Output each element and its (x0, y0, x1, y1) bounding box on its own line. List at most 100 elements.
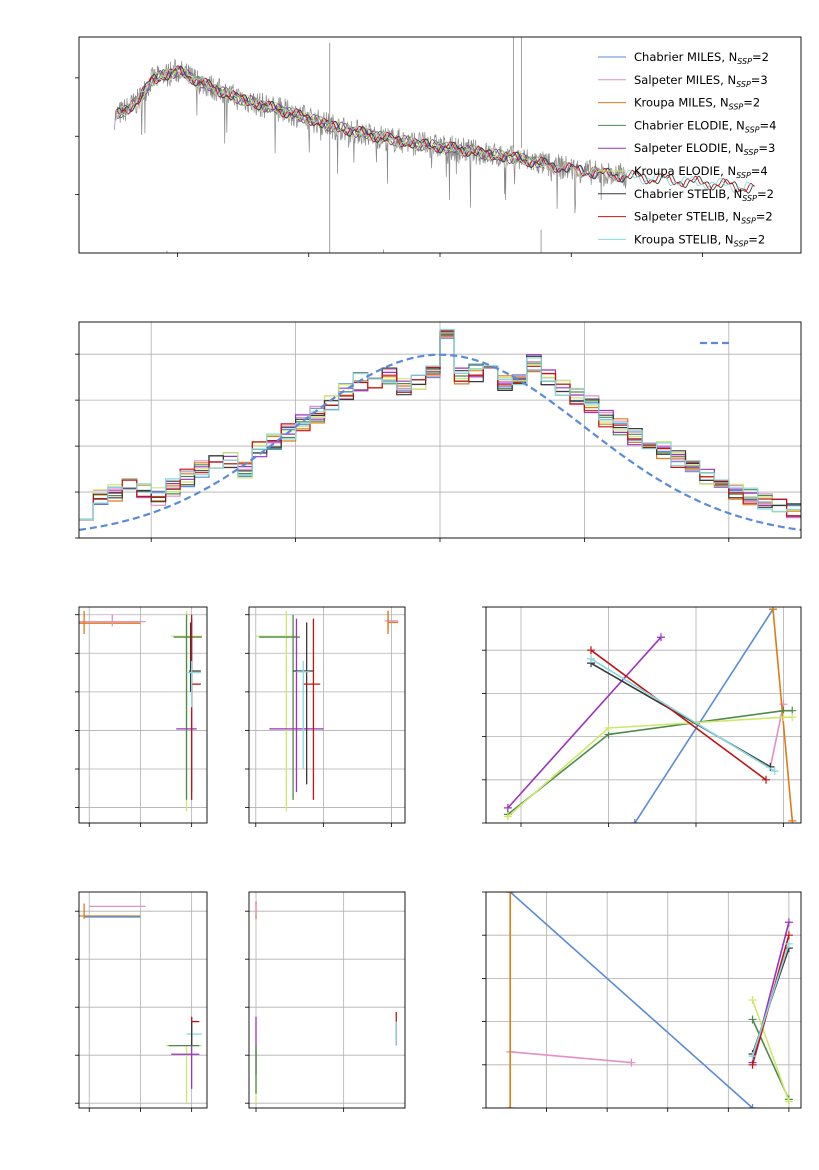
model-salpeter_stelib (116, 65, 755, 193)
data-point (748, 1060, 757, 1069)
chart-residuals (75, 321, 802, 542)
legend-suffix: =2 (757, 187, 774, 201)
data-point (506, 1104, 515, 1108)
data-point (630, 819, 639, 823)
legend-subscript: SSP (744, 148, 759, 157)
plot-area (79, 322, 801, 538)
legend-subscript: SSP (736, 171, 751, 180)
legend-suffix: =2 (756, 210, 773, 224)
chart-z_age (75, 606, 208, 827)
axes-frame (485, 606, 802, 824)
legend-label: Kroupa STELIB, NSSP=2 (634, 232, 765, 248)
data-point (604, 723, 613, 732)
chart-z_weight (482, 891, 802, 1112)
axes-frame (78, 36, 802, 254)
plot-area (249, 892, 405, 1108)
legend-label: Chabrier ELODIE, NSSP=4 (634, 118, 776, 134)
legend-text: Salpeter ELODIE, N (634, 141, 744, 155)
legend-text: Kroupa STELIB, N (634, 232, 734, 246)
legend-label: Kroupa MILES, NSSP=2 (634, 96, 760, 112)
series-salpeter_miles (769, 704, 785, 767)
data-point (784, 918, 793, 927)
axes-frame (78, 606, 208, 824)
plot-area (249, 607, 405, 823)
legend-text: Salpeter MILES, N (634, 73, 736, 87)
series-chabrier_miles (509, 892, 754, 1108)
axes-frame (248, 606, 406, 824)
axes-frame (248, 891, 406, 1109)
chart-z_mass (75, 891, 208, 1112)
data-point (506, 892, 515, 896)
series-kroupa_elodie (751, 999, 790, 1102)
data-point (788, 713, 797, 722)
data-point (748, 1104, 757, 1108)
series-kroupa_miles (772, 609, 794, 821)
data-point (784, 931, 793, 940)
data-point (748, 1015, 757, 1024)
legend-text: Chabrier STELIB, N (634, 187, 742, 201)
legend-label: Salpeter STELIB, NSSP=2 (634, 210, 773, 226)
legend-label: Chabrier STELIB, NSSP=2 (634, 187, 774, 203)
axes-frame (485, 891, 802, 1109)
data-point (748, 996, 757, 1004)
legend-suffix: =4 (760, 118, 777, 132)
series-kroupa_stelib (590, 658, 776, 772)
chart-age_weight (482, 606, 802, 827)
data-point (779, 713, 788, 722)
series-kroupa_stelib (751, 943, 790, 1057)
legend-label: Salpeter ELODIE, NSSP=3 (634, 141, 775, 157)
legend-text: Salpeter STELIB, N (634, 210, 741, 224)
axes-frame (78, 891, 208, 1109)
legend-text: Kroupa ELODIE, N (634, 164, 736, 178)
legend-suffix: =2 (752, 50, 769, 64)
legend-subscript: SSP (745, 125, 760, 134)
data-point (784, 939, 793, 948)
data-point (587, 646, 595, 655)
data-point (788, 816, 797, 823)
normal-curve (79, 353, 801, 531)
data-point (503, 812, 512, 821)
model-kroupa_stelib (116, 66, 755, 193)
data-point (657, 633, 665, 642)
data-point (769, 607, 777, 614)
plot-area (486, 607, 801, 823)
series-salpeter_elodie (507, 636, 662, 809)
series-salpeter_miles (510, 1051, 632, 1064)
legend-subscript: SSP (737, 57, 752, 66)
legend-subscript: SSP (736, 80, 751, 89)
legend-label: Chabrier MILES, NSSP=2 (634, 50, 769, 66)
legend-suffix: =3 (751, 73, 768, 87)
plot-area (79, 607, 207, 823)
data-point (762, 775, 770, 784)
legend-subscript: SSP (729, 103, 744, 112)
legend-text: Chabrier MILES, N (634, 50, 737, 64)
legend-suffix: =2 (743, 96, 760, 110)
hist-kroupa_stelib (79, 329, 801, 521)
data-point (770, 767, 779, 776)
legend-suffix: =3 (758, 141, 775, 155)
axes-frame (78, 321, 802, 539)
series-salpeter_stelib (590, 649, 767, 781)
legend-suffix: =2 (748, 232, 765, 246)
legend-label: Salpeter MILES, NSSP=3 (634, 73, 768, 89)
legend-subscript: SSP (742, 194, 757, 203)
chart-mass_age (245, 606, 406, 827)
data-point (587, 654, 595, 663)
legend-text: Chabrier ELODIE, N (634, 118, 745, 132)
legend-subscript: SSP (734, 239, 749, 248)
chart-ebv (245, 891, 406, 1112)
legend-suffix: =4 (751, 164, 768, 178)
plot-area (486, 892, 801, 1108)
data-point (503, 803, 512, 812)
plot-area (79, 892, 207, 1108)
series-chabrier_miles (634, 608, 774, 823)
plot-area (114, 37, 755, 253)
legend-text: Kroupa MILES, N (634, 96, 729, 110)
legend-label: Kroupa ELODIE, NSSP=4 (634, 164, 768, 180)
data-point (627, 1058, 636, 1067)
data-point (784, 1097, 793, 1106)
legend-subscript: SSP (741, 217, 756, 226)
